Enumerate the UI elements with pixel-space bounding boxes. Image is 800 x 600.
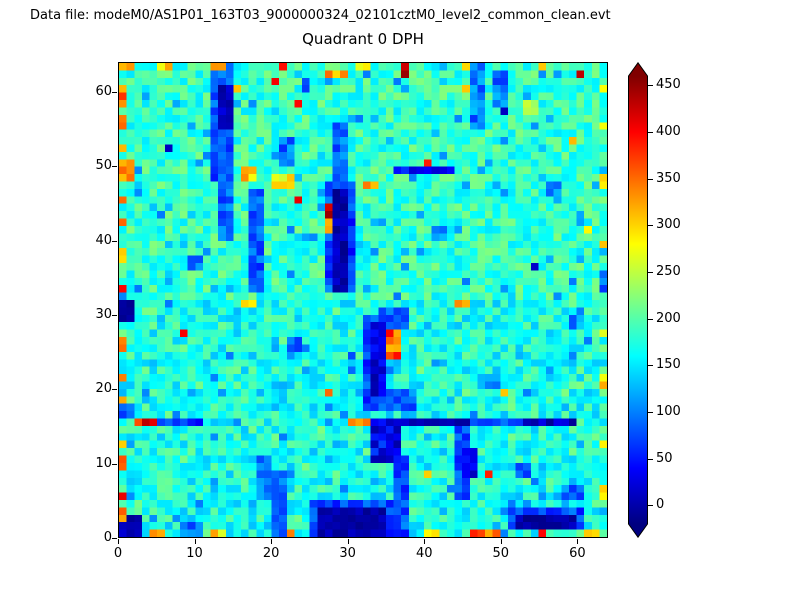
- y-tick-mark: [112, 166, 117, 168]
- colorbar-tick-label: 300: [656, 217, 681, 233]
- y-tick-label: 20: [95, 381, 112, 397]
- colorbar-upper-arrow: [628, 62, 648, 76]
- y-tick-label: 40: [95, 232, 112, 248]
- y-tick-mark: [112, 91, 117, 93]
- colorbar-tick-mark: [648, 365, 653, 367]
- colorbar-lower-arrow: [628, 524, 648, 538]
- y-tick-mark: [112, 240, 117, 242]
- x-tick-mark: [424, 539, 426, 544]
- heatmap-canvas: [119, 63, 607, 537]
- colorbar-tick-label: 150: [656, 357, 681, 373]
- colorbar-tick-label: 250: [656, 264, 681, 279]
- y-tick-label: 10: [95, 455, 112, 471]
- x-tick-label: 20: [262, 546, 280, 561]
- x-tick-label: 10: [186, 546, 203, 561]
- y-tick-label: 60: [95, 83, 112, 99]
- colorbar-gradient: [628, 76, 648, 524]
- y-tick-mark: [112, 463, 117, 465]
- x-tick-label: 0: [113, 546, 123, 561]
- x-tick-mark: [271, 539, 273, 544]
- x-tick-label: 30: [339, 546, 356, 561]
- y-tick-mark: [112, 314, 117, 316]
- x-tick-mark: [347, 539, 349, 544]
- plot-title: Quadrant 0 DPH: [302, 30, 424, 48]
- colorbar-tick-label: 450: [656, 77, 681, 93]
- colorbar-tick-mark: [648, 318, 653, 320]
- x-tick-mark: [577, 539, 579, 544]
- colorbar-tick-label: 400: [656, 124, 681, 139]
- colorbar-tick-mark: [648, 85, 653, 87]
- x-tick-label: 50: [492, 546, 510, 561]
- colorbar-tick-label: 0: [656, 497, 665, 513]
- y-tick-mark: [112, 538, 117, 539]
- colorbar-tick-mark: [648, 412, 653, 413]
- colorbar-tick-mark: [648, 178, 653, 180]
- colorbar-tick-mark: [648, 272, 653, 273]
- colorbar-tick-mark: [648, 505, 653, 507]
- x-tick-mark: [500, 539, 502, 544]
- y-tick-mark: [112, 389, 117, 391]
- y-tick-label: 50: [95, 158, 112, 174]
- plot-area: [118, 62, 608, 538]
- x-tick-mark: [118, 539, 119, 544]
- y-tick-label: 30: [95, 306, 112, 322]
- colorbar-tick-label: 100: [656, 404, 681, 419]
- colorbar: [628, 62, 648, 538]
- colorbar-outline: [628, 62, 648, 538]
- colorbar-tick-label: 200: [656, 310, 681, 326]
- x-tick-label: 40: [415, 546, 433, 561]
- colorbar-tick-mark: [648, 458, 653, 460]
- colorbar-tick-mark: [648, 132, 653, 133]
- datafile-label: Data file: modeM0/AS1P01_163T03_90000003…: [30, 8, 611, 23]
- colorbar-tick-label: 50: [656, 450, 673, 466]
- colorbar-tick-label: 350: [656, 170, 681, 186]
- colorbar-tick-mark: [648, 225, 653, 227]
- y-tick-label: 0: [103, 530, 112, 545]
- x-tick-mark: [194, 539, 196, 544]
- x-tick-label: 60: [569, 546, 586, 561]
